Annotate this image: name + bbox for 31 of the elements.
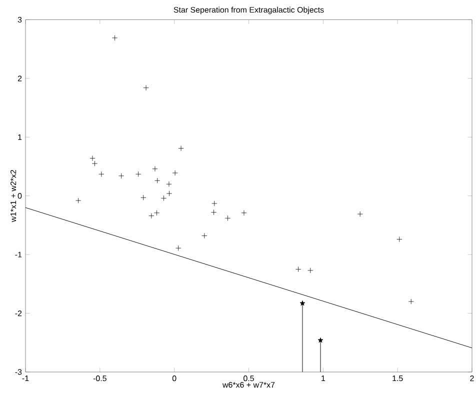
point [178,146,184,152]
point [308,268,314,274]
point [224,215,231,221]
point [118,173,124,179]
point [136,171,142,177]
point [318,338,324,343]
point [202,232,208,239]
point [408,298,414,304]
point [143,85,149,91]
point [396,236,402,242]
point [140,194,146,200]
point [98,171,104,177]
point [154,178,160,184]
point [112,35,118,41]
point [210,210,217,216]
point [152,166,158,172]
point [300,300,306,306]
point [176,245,182,251]
point [172,170,178,176]
point [92,160,98,166]
point [90,155,96,162]
point [154,210,160,216]
point [357,211,363,217]
point [148,213,154,219]
point [241,210,247,216]
point [166,190,172,196]
point [212,200,218,206]
point [166,181,172,187]
point [76,198,82,204]
point [296,266,302,272]
point [160,195,167,201]
